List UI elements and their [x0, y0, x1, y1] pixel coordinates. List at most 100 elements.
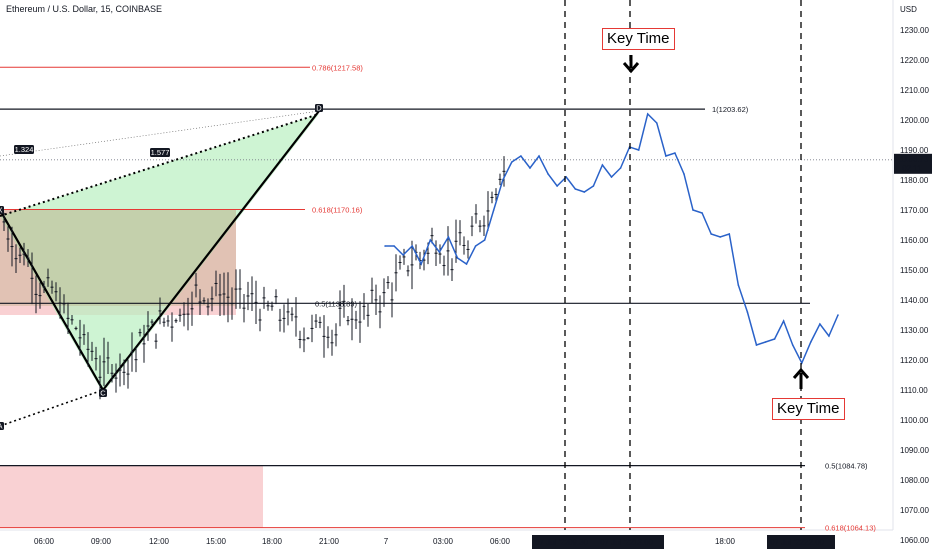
- pattern-point-label-2: D: [316, 104, 322, 113]
- projection-point-19: [556, 185, 558, 187]
- time-tick-7: 03:00: [433, 537, 454, 546]
- projection-point-50: [837, 314, 839, 316]
- projection-point-7: [447, 236, 450, 238]
- arrow-up-icon: [792, 367, 810, 389]
- projection-point-42: [764, 341, 767, 343]
- fib-label-3: 0.5(1138.89): [315, 299, 357, 308]
- projection-line: [385, 112, 839, 365]
- price-tick-9: 1140.00: [900, 296, 929, 305]
- projection-point-38: [728, 233, 731, 235]
- time-tick-0: 06:00: [34, 537, 55, 546]
- overlap-zone: [0, 210, 236, 306]
- projection-point-29: [646, 113, 649, 115]
- projection-point-9: [465, 263, 468, 265]
- projection-point-32: [674, 152, 676, 154]
- projection-point-4: [420, 263, 423, 265]
- projection-point-23: [592, 185, 595, 187]
- projection-point-15: [520, 155, 522, 157]
- current-price-box: [894, 153, 932, 174]
- time-highlight-box-1: [597, 535, 664, 549]
- countdown-label: 02:11: [902, 164, 922, 173]
- projection-point-44: [782, 320, 785, 322]
- projection-point-37: [719, 236, 722, 238]
- projection-point-41: [755, 344, 758, 346]
- time-tick-9: 18:00: [715, 537, 736, 546]
- time-highlight-time-2: 22:00: [804, 538, 825, 547]
- price-tick-8: 1150.00: [900, 266, 929, 275]
- projection-point-12: [492, 209, 495, 211]
- time-highlight-date-1: 07 Jul '22: [600, 538, 635, 547]
- price-tick-11: 1120.00: [900, 356, 929, 365]
- projection-point-45: [791, 344, 794, 346]
- price-tick-2: 1210.00: [900, 86, 929, 95]
- projection-point-43: [773, 338, 776, 340]
- ratio-label-1: 1.577: [151, 148, 170, 157]
- projection-point-35: [701, 212, 703, 214]
- dotted-leg-ac: [0, 389, 104, 427]
- price-tick-6: 1170.00: [900, 206, 929, 215]
- projection-point-11: [483, 239, 486, 241]
- time-highlight-box-2: [767, 535, 835, 549]
- price-tick-7: 1160.00: [900, 236, 929, 245]
- pattern-point-label-1: C: [100, 389, 106, 398]
- projection-point-6: [438, 251, 441, 253]
- chart-title: Ethereum / U.S. Dollar, 15, COINBASE: [6, 4, 163, 14]
- projection-point-14: [511, 161, 513, 163]
- projection-point-13: [501, 179, 504, 181]
- projection-point-47: [810, 341, 812, 343]
- projection-point-3: [411, 245, 413, 247]
- projection-point-22: [583, 191, 586, 193]
- current-price-label: 1186.73: [900, 155, 929, 164]
- projection-point-20: [565, 176, 567, 178]
- projection-point-26: [619, 167, 622, 169]
- ratio-box-1: [150, 148, 170, 157]
- price-tick-12: 1110.00: [900, 386, 928, 395]
- time-highlight-date-2: 07 Jul '22: [770, 538, 805, 547]
- time-tick-3: 15:00: [206, 537, 227, 546]
- price-tick-3: 1200.00: [900, 116, 929, 125]
- pattern-point-0: [0, 206, 4, 214]
- fib-label-2: 0.618(1170.16): [312, 206, 363, 215]
- dotted-leg-bd: [0, 113, 320, 217]
- arrow-down-icon: [622, 55, 640, 74]
- pattern-point-2: [315, 104, 323, 112]
- projection-point-30: [656, 122, 658, 124]
- key-time-label-top: Key Time: [602, 28, 675, 50]
- projection-point-33: [683, 173, 685, 175]
- projection-point-16: [529, 167, 531, 169]
- projection-point-21: [574, 188, 577, 190]
- fib-label-0: 0.786(1217.58): [312, 63, 363, 72]
- pink-zone-lower: [0, 465, 263, 528]
- fib-label-5: 0.618(1064.13): [825, 524, 876, 533]
- price-tick-16: 1070.00: [900, 506, 929, 515]
- fib-label-1: 1(1203.62): [712, 105, 749, 114]
- projection-point-40: [746, 311, 749, 313]
- pattern-point-3: [0, 422, 4, 430]
- key-time-label-bottom: Key Time: [772, 398, 845, 420]
- projection-point-39: [737, 284, 740, 286]
- price-tick-13: 1100.00: [900, 416, 929, 425]
- projection-point-34: [692, 209, 694, 211]
- time-tick-2: 12:00: [149, 537, 170, 546]
- currency-label: USD: [900, 5, 917, 14]
- pattern-point-label-0: X: [0, 206, 3, 215]
- price-tick-1: 1220.00: [900, 56, 929, 65]
- price-tick-10: 1130.00: [900, 326, 929, 335]
- projection-point-17: [538, 155, 540, 157]
- time-tick-6: 7: [384, 537, 389, 546]
- price-tick-15: 1080.00: [900, 476, 929, 485]
- time-tick-8: 06:00: [490, 537, 511, 546]
- projection-point-48: [819, 323, 821, 325]
- projection-point-49: [828, 335, 830, 337]
- projection-point-28: [637, 149, 640, 151]
- time-highlight-box-0: [532, 535, 599, 549]
- projection-point-25: [610, 176, 613, 178]
- ratio-box-0: [14, 145, 34, 154]
- time-tick-4: 18:00: [262, 537, 283, 546]
- price-tick-17: 1060.00: [900, 536, 929, 545]
- price-tick-5: 1180.00: [900, 176, 929, 185]
- projection-point-2: [402, 254, 404, 256]
- price-tick-4: 1190.00: [900, 146, 929, 155]
- projection-point-0: [384, 245, 386, 247]
